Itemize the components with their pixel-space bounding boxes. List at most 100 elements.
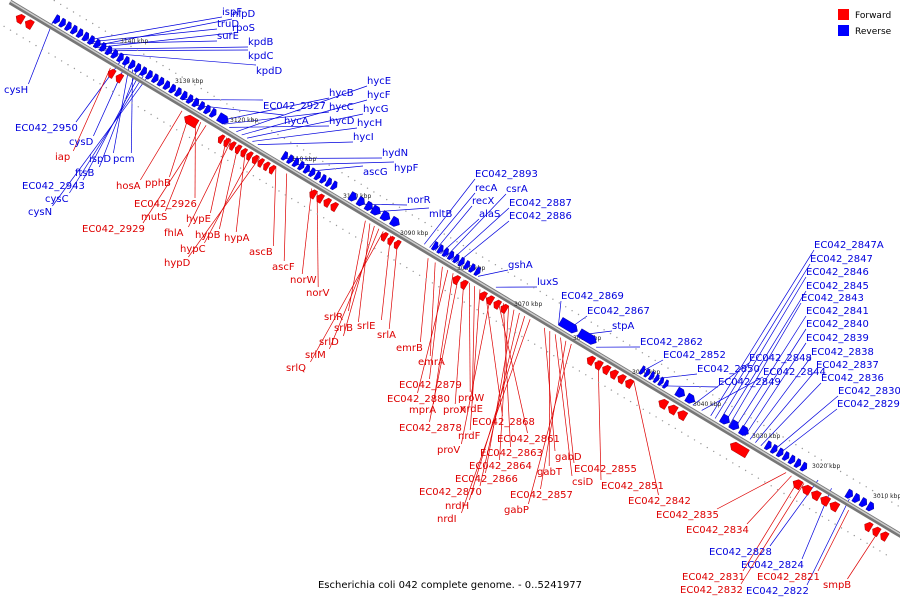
axis-tick-dot (533, 287, 535, 289)
axis-tick-dot (60, 3, 62, 6)
reverse-gene (58, 17, 66, 28)
forward-gene (792, 479, 804, 491)
forward-gene (263, 161, 271, 172)
axis-tick-dot (884, 497, 887, 499)
axis-tick-dot (629, 400, 632, 403)
forward-connector (548, 331, 551, 467)
gene-arrow (108, 68, 117, 79)
axis-tick-dot (361, 240, 363, 242)
axis-tick-dot (66, 7, 68, 9)
forward-gene (586, 355, 597, 367)
forward-connector (469, 289, 481, 431)
forward-gene (234, 144, 243, 155)
gene-arrow (330, 202, 340, 213)
reverse-gene-label: EC042_2862 (640, 337, 703, 348)
axis-tick-dot (553, 355, 555, 357)
axis-tick-dot (35, 44, 37, 47)
forward-gene (251, 154, 260, 165)
forward-gene-label: hypA (224, 233, 250, 244)
forward-gene-label: EC042_2834 (686, 525, 749, 536)
axis-tick-dot (783, 492, 785, 495)
axis-tick-dot (3, 25, 5, 28)
gene-arrow (387, 235, 396, 246)
gene-arrow (793, 458, 802, 468)
reverse-gene (98, 41, 107, 52)
axis-tick-dot (527, 339, 529, 342)
kbp-tick-label: 3090 kbp (400, 230, 428, 237)
forward-gene (460, 279, 469, 290)
reverse-connector (229, 125, 330, 128)
forward-gene (677, 410, 689, 422)
axis-tick-dot (220, 155, 223, 158)
axis-tick-dot (828, 519, 830, 521)
gene-arrow (872, 526, 882, 538)
reverse-gene (69, 24, 78, 35)
axis-tick-dot (80, 71, 82, 74)
forward-gene-label: EC042_2870 (419, 487, 482, 498)
axis-tick-dot (233, 163, 235, 165)
axis-tick-dot (143, 53, 145, 55)
reverse-connector (733, 315, 807, 430)
reverse-gene (799, 461, 808, 472)
reverse-connector (104, 52, 257, 66)
forward-gene (872, 526, 882, 538)
reverse-gene-label: EC042_2867 (587, 306, 650, 317)
reverse-gene-label: kpdD (256, 66, 282, 77)
axis-tick-dot (885, 554, 887, 556)
reverse-gene-label: EC042_2829 (837, 399, 900, 410)
reverse-gene (139, 66, 147, 77)
forward-connector (301, 188, 313, 275)
reverse-connector (86, 28, 218, 43)
reverse-connector (723, 290, 807, 424)
axis-tick-dot (732, 462, 734, 464)
reverse-connector (477, 269, 509, 277)
axis-tick-dot (150, 113, 152, 116)
axis-tick-dot (348, 232, 350, 234)
gene-arrow (763, 440, 772, 451)
reverse-connector (714, 263, 811, 419)
axis-tick-dot (316, 213, 318, 215)
gene-arrow (799, 461, 808, 472)
gene-arrow (318, 173, 327, 184)
gene-arrow (223, 137, 232, 148)
forward-gene (801, 484, 813, 496)
axis-tick-dot (834, 523, 836, 525)
forward-gene-label: gabD (555, 452, 582, 463)
axis-tick-dot (226, 103, 228, 105)
axis-tick-dot (463, 301, 465, 303)
axis-tick-dot (246, 171, 248, 173)
axis-tick-dot (488, 260, 490, 262)
axis-tick-dot (386, 198, 388, 201)
reverse-connector (739, 328, 807, 434)
gene-arrow (787, 454, 796, 465)
axis-tick-dot (53, 0, 55, 2)
axis-tick-dot (847, 531, 849, 533)
axis-tick-dot (770, 485, 772, 487)
reverse-gene (185, 94, 194, 104)
axis-tick-dot (187, 80, 190, 82)
reverse-gene (441, 247, 449, 257)
axis-tick-dot (398, 206, 401, 208)
reverse-gene (468, 263, 476, 273)
axis-tick-dot (366, 187, 369, 189)
axis-tick-dot (405, 210, 407, 212)
gene-arrow (730, 441, 750, 459)
axis-tick-dot (456, 241, 458, 243)
axis-tick-dot (667, 367, 669, 369)
kbp-tick-label: 3110 kbp (288, 156, 316, 163)
axis-tick-dot (341, 172, 343, 174)
axis-tick-dot (737, 409, 739, 411)
gene-arrow (202, 104, 211, 115)
gene-arrow (75, 28, 84, 38)
reverse-gene-label: EC042_2847 (810, 254, 873, 265)
reverse-gene (324, 177, 332, 187)
axis-tick-dot (239, 110, 241, 113)
forward-gene (811, 490, 822, 502)
reverse-connector (710, 249, 815, 416)
forward-gene (316, 193, 325, 204)
forward-connector (235, 148, 246, 233)
reverse-gene (787, 454, 796, 465)
axis-tick-dot (686, 378, 688, 381)
reverse-gene (291, 157, 300, 168)
